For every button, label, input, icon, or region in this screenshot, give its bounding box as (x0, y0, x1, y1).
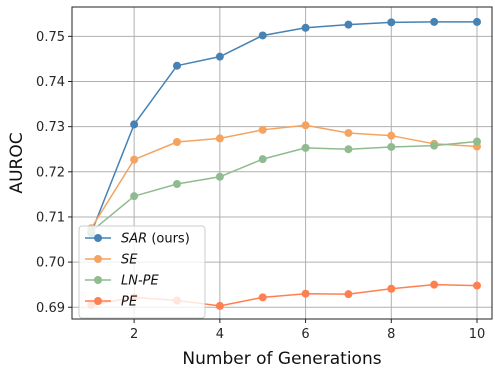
data-point (301, 143, 310, 152)
legend-marker (94, 276, 102, 284)
y-tick-label: 0.71 (36, 210, 65, 225)
y-tick-label: 0.70 (36, 256, 65, 271)
x-tick-label: 2 (130, 327, 138, 342)
data-point (473, 17, 481, 26)
legend-label: LN-PE (121, 274, 159, 289)
series-layer (87, 17, 481, 310)
y-axis: 0.69 0.70 0.71 0.72 0.73 0.74 0.75 (36, 30, 72, 316)
data-point (130, 120, 139, 129)
legend-marker (94, 234, 102, 242)
y-tick-label: 0.75 (36, 30, 65, 45)
data-point (344, 128, 353, 137)
series-line (90, 140, 478, 232)
data-point (430, 17, 439, 26)
data-point (387, 131, 396, 140)
data-point (473, 137, 481, 146)
data-point (473, 281, 481, 290)
data-point (258, 31, 267, 40)
data-point (301, 23, 310, 32)
series-line (90, 21, 477, 234)
data-point (173, 138, 181, 147)
series-se (87, 121, 481, 233)
legend-entry: SAR (ours) (85, 232, 190, 247)
x-axis-label: Number of Generations (182, 349, 381, 369)
y-tick-label: 0.72 (36, 165, 65, 180)
y-tick-label: 0.74 (36, 75, 65, 90)
data-point (215, 172, 224, 181)
x-axis: 2 4 6 8 10 (130, 319, 485, 342)
legend-box (78, 225, 206, 319)
data-point (344, 290, 353, 299)
legend-marker (94, 297, 102, 305)
legend-label: SAR (ours) (121, 232, 190, 247)
series-line (90, 124, 478, 229)
data-point (430, 280, 439, 289)
data-point (215, 134, 224, 143)
legend-entry: LN-PE (85, 274, 159, 289)
data-point (258, 155, 267, 164)
data-point (130, 155, 139, 164)
data-point (173, 61, 181, 70)
legend-label: PE (121, 295, 138, 310)
y-tick-label: 0.69 (36, 301, 65, 316)
x-tick-label: 4 (216, 327, 224, 342)
legend-entry: SE (85, 253, 138, 268)
plot-frame (71, 6, 493, 320)
data-point (344, 20, 353, 29)
data-point (387, 142, 396, 151)
data-point (173, 179, 181, 188)
data-point (215, 52, 224, 61)
data-point (430, 141, 439, 150)
data-point (387, 284, 396, 293)
y-tick-label: 0.73 (36, 120, 65, 135)
data-point (387, 18, 396, 27)
legend-entry: PE (85, 295, 138, 310)
legend: SAR (ours) SE LN-PE PE (78, 225, 206, 319)
data-point (258, 125, 267, 134)
x-tick-label: 6 (301, 327, 309, 342)
data-point (301, 121, 310, 130)
data-point (258, 293, 267, 302)
y-axis-label: AUROC (7, 132, 27, 193)
data-point (215, 301, 224, 310)
x-tick-label: 8 (387, 327, 395, 342)
data-point (344, 145, 353, 154)
legend-label: SE (121, 253, 138, 268)
x-tick-label: 10 (469, 327, 486, 342)
data-point (130, 192, 139, 201)
legend-marker (94, 255, 102, 263)
data-point (301, 289, 310, 298)
